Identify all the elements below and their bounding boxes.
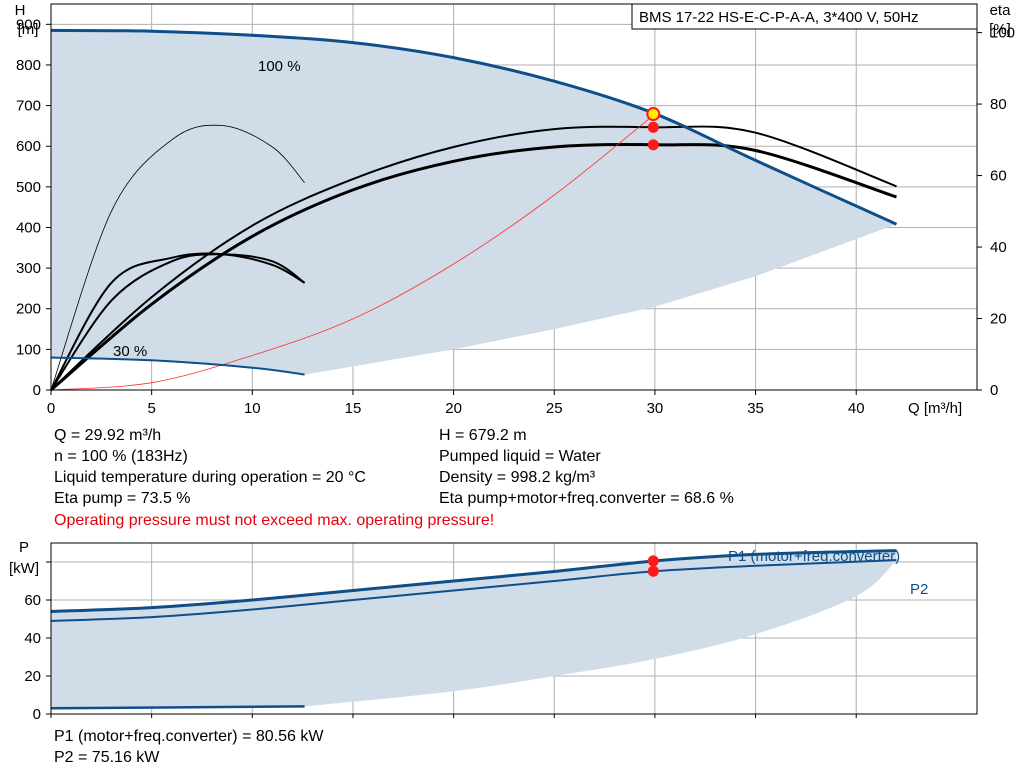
power-operating-area (51, 550, 897, 709)
eta-axis-label: eta (990, 2, 1012, 19)
eta-y-tick-label: 60 (990, 168, 1007, 185)
head-x-tick-label: 10 (244, 400, 261, 417)
power-curve-30 (50, 705, 305, 710)
pump-title: BMS 17-22 HS-E-C-P-A-A, 3*400 V, 50Hz (639, 9, 919, 26)
head-axis-unit: [m] (18, 21, 39, 38)
curve-label-100: 100 % (258, 58, 301, 75)
power-chart-operating-markers (647, 555, 659, 577)
info-p1: P1 (motor+freq.converter) = 80.56 kW (54, 728, 324, 745)
head-y-tick-label: 100 (16, 341, 41, 358)
power-y-tick-label: 0 (33, 706, 41, 723)
eta-total-30-curve (50, 252, 306, 391)
curve-label-30: 30 % (113, 343, 147, 360)
eta-thin-curve (50, 124, 305, 391)
info-eta-total: Eta pump+motor+freq.converter = 68.6 % (439, 490, 734, 507)
eta-pump-operating-point (647, 121, 659, 133)
info-pumped-liquid: Pumped liquid = Water (439, 448, 601, 465)
pump-title-box (631, 3, 978, 30)
info-h: H = 679.2 m (439, 427, 527, 444)
head-operating-point (646, 107, 661, 122)
head-x-tick-label: 35 (747, 400, 764, 417)
power-info: P1 (motor+freq.converter) = 80.56 kW P2 … (54, 728, 324, 766)
head-chart-frame (50, 3, 978, 391)
p2-curve (50, 559, 897, 622)
head-chart-operating-markers (646, 107, 661, 151)
info-eta-pump: Eta pump = 73.5 % (54, 490, 191, 507)
head-chart-y2-ticks: 0 20 40 60 80 100 (977, 25, 1015, 399)
eta-y-tick-label: 0 (990, 382, 998, 399)
info-liquid-temp: Liquid temperature during operation = 20… (54, 469, 366, 486)
p2-curve-label: P2 (910, 581, 928, 598)
power-chart-x-ticks (50, 714, 857, 718)
eta-y-tick-label: 80 (990, 96, 1007, 113)
p2-operating-point (647, 565, 659, 577)
info-q: Q = 29.92 m³/h (54, 427, 161, 444)
head-chart-x-ticks: 0 5 10 15 20 25 30 35 40 (47, 390, 865, 417)
power-y-tick-label: 40 (24, 630, 41, 647)
power-y-tick-label: 60 (24, 592, 41, 609)
power-chart-frame (50, 542, 978, 715)
power-y-tick-label: 20 (24, 668, 41, 685)
info-n: n = 100 % (183Hz) (54, 448, 188, 465)
system-curve (50, 113, 656, 391)
head-y-tick-label: 700 (16, 98, 41, 115)
power-chart-y-ticks: 0 20 40 60 (24, 561, 51, 723)
head-operating-area (51, 30, 897, 375)
info-density: Density = 998.2 kg/m³ (439, 469, 596, 486)
head-y-tick-label: 600 (16, 138, 41, 155)
head-y-tick-label: 800 (16, 57, 41, 74)
head-y-tick-label: 200 (16, 301, 41, 318)
power-axis-label: P (19, 539, 29, 556)
head-y-tick-label: 400 (16, 219, 41, 236)
eta-total-operating-point (647, 139, 659, 151)
head-x-tick-label: 25 (546, 400, 563, 417)
eta-pump-100-curve (50, 125, 897, 391)
head-x-tick-label: 5 (147, 400, 155, 417)
head-axis-label: H (15, 2, 26, 19)
eta-y-tick-label: 100 (990, 25, 1015, 42)
p1-curve-label: P1 (motor+freq.converter) (728, 548, 900, 565)
operating-info: Q = 29.92 m³/h H = 679.2 m n = 100 % (18… (54, 427, 734, 529)
eta-y-tick-label: 40 (990, 239, 1007, 256)
head-x-tick-label: 20 (445, 400, 462, 417)
head-x-tick-label: 40 (848, 400, 865, 417)
power-chart-series (50, 549, 897, 710)
info-p2: P2 = 75.16 kW (54, 749, 160, 766)
eta-pump-30-curve (50, 253, 306, 391)
head-chart-y-ticks: 0 100 200 300 400 500 600 700 800 900 (16, 16, 51, 399)
eta-total-100-curve (50, 142, 897, 392)
flow-axis-label: Q [m³/h] (908, 400, 962, 417)
p1-operating-point (647, 555, 659, 567)
eta-axis-unit: [%] (989, 21, 1011, 38)
head-curve-100 (50, 28, 898, 226)
head-x-tick-label: 30 (647, 400, 664, 417)
p1-curve (50, 549, 897, 613)
head-x-tick-label: 15 (345, 400, 362, 417)
head-y-tick-label: 500 (16, 179, 41, 196)
power-axis-unit: [kW] (9, 560, 39, 577)
pressure-warning: Operating pressure must not exceed max. … (54, 512, 494, 529)
head-curve-30 (50, 356, 305, 376)
eta-y-tick-label: 20 (990, 311, 1007, 328)
head-chart-series (50, 28, 898, 392)
head-y-tick-label: 0 (33, 382, 41, 399)
head-y-tick-label: 900 (16, 16, 41, 33)
head-y-tick-label: 300 (16, 260, 41, 277)
head-x-tick-label: 0 (47, 400, 55, 417)
